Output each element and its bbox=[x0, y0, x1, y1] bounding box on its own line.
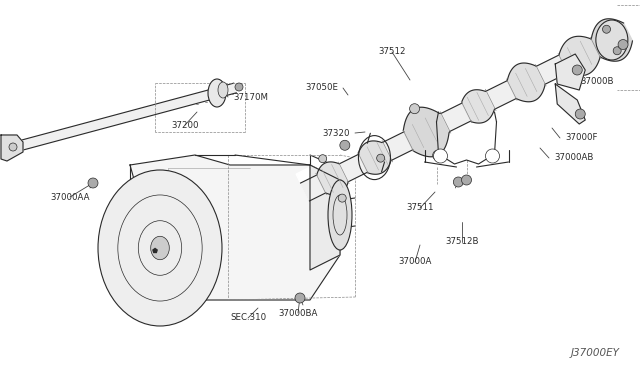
Polygon shape bbox=[559, 36, 600, 76]
Text: 37200: 37200 bbox=[172, 121, 199, 129]
Polygon shape bbox=[383, 132, 413, 160]
Text: J37000EY: J37000EY bbox=[571, 348, 620, 358]
Ellipse shape bbox=[98, 170, 222, 326]
Text: 37000AB: 37000AB bbox=[554, 154, 593, 163]
Polygon shape bbox=[556, 54, 585, 90]
Ellipse shape bbox=[575, 109, 585, 119]
Ellipse shape bbox=[433, 149, 447, 163]
Ellipse shape bbox=[218, 82, 228, 98]
Polygon shape bbox=[310, 165, 340, 270]
Text: 37170M: 37170M bbox=[233, 93, 268, 102]
Polygon shape bbox=[486, 81, 516, 109]
Ellipse shape bbox=[602, 25, 611, 33]
Text: 37512: 37512 bbox=[378, 48, 406, 57]
Polygon shape bbox=[317, 162, 348, 195]
Ellipse shape bbox=[453, 177, 463, 187]
Polygon shape bbox=[339, 154, 367, 182]
Polygon shape bbox=[13, 83, 236, 152]
Text: 37000A: 37000A bbox=[398, 257, 432, 266]
Text: 37050E: 37050E bbox=[305, 83, 338, 93]
Text: 37320: 37320 bbox=[323, 128, 350, 138]
Text: 37000F: 37000F bbox=[565, 134, 598, 142]
Ellipse shape bbox=[328, 180, 352, 250]
Polygon shape bbox=[508, 63, 545, 102]
Ellipse shape bbox=[150, 236, 170, 260]
Text: SEC.310: SEC.310 bbox=[230, 314, 266, 323]
Ellipse shape bbox=[235, 83, 243, 91]
Ellipse shape bbox=[208, 79, 226, 107]
Ellipse shape bbox=[295, 293, 305, 303]
Polygon shape bbox=[556, 84, 585, 124]
Polygon shape bbox=[358, 141, 392, 174]
Polygon shape bbox=[536, 55, 568, 84]
Text: 37000BA: 37000BA bbox=[278, 308, 317, 317]
Ellipse shape bbox=[340, 140, 350, 150]
Polygon shape bbox=[591, 19, 632, 61]
Ellipse shape bbox=[410, 104, 420, 114]
Ellipse shape bbox=[433, 150, 443, 160]
Ellipse shape bbox=[9, 143, 17, 151]
Polygon shape bbox=[130, 155, 340, 300]
Text: 37000AA: 37000AA bbox=[51, 192, 90, 202]
Polygon shape bbox=[403, 107, 450, 157]
Ellipse shape bbox=[486, 149, 499, 163]
Text: 37512B: 37512B bbox=[445, 237, 479, 247]
Ellipse shape bbox=[572, 65, 582, 75]
Text: 37511: 37511 bbox=[406, 203, 434, 212]
Ellipse shape bbox=[596, 20, 628, 60]
Ellipse shape bbox=[618, 39, 628, 49]
Polygon shape bbox=[296, 14, 637, 210]
Ellipse shape bbox=[88, 178, 98, 188]
Polygon shape bbox=[441, 103, 471, 131]
Ellipse shape bbox=[319, 155, 326, 163]
Ellipse shape bbox=[461, 175, 472, 185]
Polygon shape bbox=[301, 175, 326, 201]
Ellipse shape bbox=[377, 154, 385, 162]
Polygon shape bbox=[1, 135, 23, 161]
Text: 37000B: 37000B bbox=[580, 77, 614, 87]
Text: ⬟: ⬟ bbox=[152, 248, 158, 254]
Ellipse shape bbox=[338, 194, 346, 202]
Polygon shape bbox=[461, 90, 495, 123]
Ellipse shape bbox=[613, 47, 621, 55]
